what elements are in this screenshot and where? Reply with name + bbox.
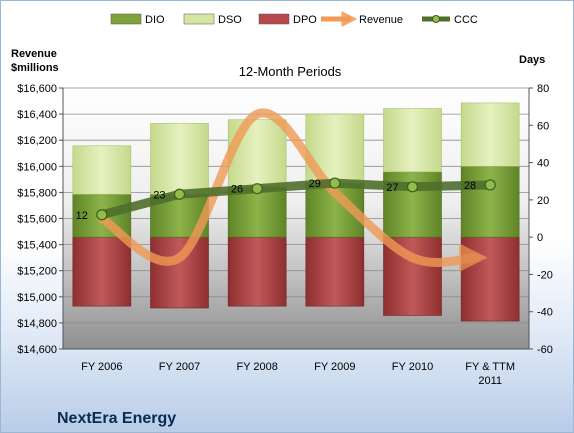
legend-marker (432, 15, 440, 23)
left-tick-label: $15,800 (17, 187, 57, 199)
x-tick-label: FY 2009 (314, 361, 355, 373)
legend-item: DSO (183, 13, 242, 26)
ccc-data-label: 12 (76, 210, 88, 222)
right-tick-label: 0 (537, 232, 543, 244)
left-tick-label: $15,200 (17, 266, 57, 278)
right-tick-label: 80 (537, 83, 549, 95)
left-tick-label: $15,600 (17, 214, 57, 226)
left-tick-label: $14,800 (17, 318, 57, 330)
ccc-data-label: 26 (231, 184, 243, 196)
bar-dio (460, 166, 520, 238)
legend-swatch (183, 13, 215, 25)
legend-item: Revenue (321, 10, 403, 28)
legend-label: CCC (454, 14, 478, 26)
bar-dso (227, 119, 287, 188)
left-tick-label: $16,600 (17, 83, 57, 95)
legend-swatch (110, 13, 142, 25)
left-axis-title-line1: Revenue (11, 48, 57, 60)
ccc-data-label: 28 (464, 180, 476, 192)
x-tick-label: FY 2010 (392, 361, 433, 373)
legend-label: DSO (218, 14, 242, 26)
right-tick-label: -40 (537, 307, 553, 319)
legend-item: CCC (422, 14, 478, 26)
bar-dso (460, 102, 520, 167)
ccc-line (100, 178, 491, 220)
right-tick-label: 60 (537, 120, 549, 132)
bar-dso (383, 108, 442, 173)
ccc-data-label: 23 (153, 189, 165, 201)
bar-dpo (305, 236, 365, 307)
right-tick-label: -60 (537, 344, 553, 356)
chart-title: 12-Month Periods (239, 64, 342, 79)
company-name: NextEra Energy (57, 410, 176, 427)
bar-dso (72, 145, 132, 195)
bar-dpo (460, 236, 520, 322)
legend-item: DPO (258, 13, 317, 26)
left-tick-label: $16,200 (17, 135, 57, 147)
revenue-arrow (97, 108, 488, 273)
left-tick-label: $15,400 (17, 240, 57, 252)
ccc-point (96, 209, 108, 221)
legend-label: Revenue (359, 14, 403, 26)
x-tick-label: FY 2008 (236, 361, 277, 373)
left-tick-label: $16,400 (17, 109, 57, 121)
x-tick-label: FY 2007 (159, 361, 200, 373)
left-axis-title-line2: $millions (11, 62, 59, 74)
right-axis-title: Days (519, 54, 545, 66)
x-tick-label: 2011 (478, 375, 502, 387)
left-tick-label: $15,000 (17, 292, 57, 304)
bar-dpo (227, 236, 287, 307)
right-tick-label: 20 (537, 195, 549, 207)
ccc-data-label: 27 (386, 182, 398, 194)
left-tick-label: $16,000 (17, 161, 57, 173)
bar-dso (150, 123, 209, 195)
ccc-data-label: 29 (309, 178, 321, 190)
bar-dio (227, 186, 287, 238)
legend-label: DPO (293, 14, 317, 26)
bar-dpo (72, 236, 132, 307)
right-tick-label: -20 (537, 269, 553, 281)
ccc-point (406, 181, 419, 193)
ccc-point (251, 183, 263, 195)
legend-label: DIO (145, 14, 165, 26)
left-tick-label: $14,600 (17, 344, 57, 356)
legend-item: DIO (110, 13, 165, 26)
bar-dpo (150, 236, 209, 309)
legend-swatch (258, 13, 290, 25)
ccc-point (329, 177, 341, 189)
ccc-point (484, 179, 496, 191)
x-tick-label: FY & TTM (465, 361, 515, 373)
ccc-point (173, 188, 186, 200)
x-tick-label: FY 2006 (81, 361, 122, 373)
right-tick-label: 40 (537, 158, 549, 170)
